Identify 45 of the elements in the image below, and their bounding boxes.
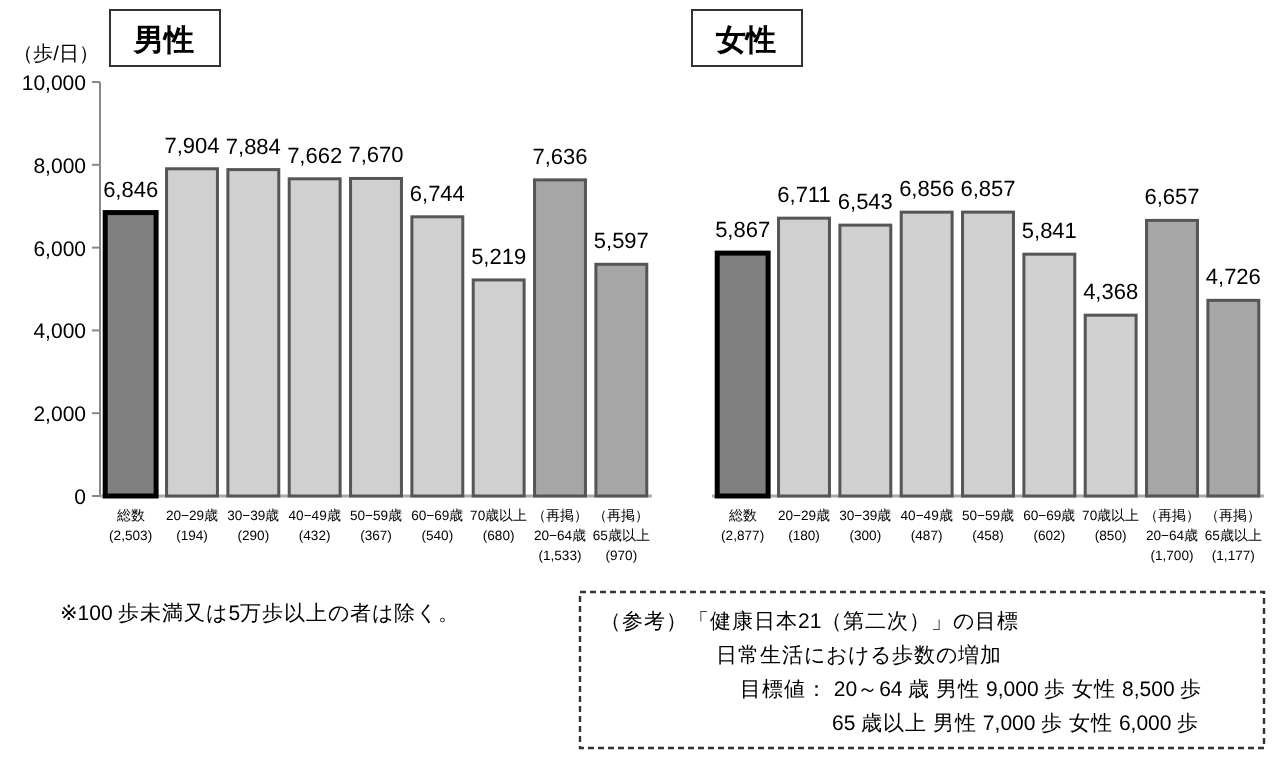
bar bbox=[349, 176, 403, 498]
data-label: 4,368 bbox=[1083, 281, 1139, 306]
text: （参考）「健康日本21（第二次）」の目標 bbox=[600, 608, 1020, 634]
data-label: 6,744 bbox=[409, 182, 465, 207]
y-tick-label: 2,000 bbox=[33, 403, 87, 428]
data-label: 7,904 bbox=[164, 134, 220, 159]
chart-title: 男性 bbox=[132, 24, 194, 58]
bar bbox=[1083, 313, 1138, 498]
bar bbox=[165, 167, 219, 498]
data-label: 6,543 bbox=[837, 191, 893, 216]
y-tick-label: 6,000 bbox=[33, 237, 87, 262]
bar bbox=[838, 223, 893, 498]
data-label: 6,846 bbox=[103, 178, 159, 203]
bar bbox=[1022, 252, 1077, 498]
data-label: 6,657 bbox=[1144, 186, 1200, 211]
bar bbox=[961, 210, 1015, 498]
data-label: 7,662 bbox=[287, 144, 343, 169]
data-label: 6,856 bbox=[899, 178, 955, 203]
data-label: 5,841 bbox=[1021, 220, 1077, 245]
text: 65 歳以上 男性 7,000 歩 女性 6,000 歩 bbox=[832, 710, 1200, 736]
bar bbox=[714, 250, 771, 499]
chart-title: 女性 bbox=[714, 24, 776, 58]
data-label: 6,857 bbox=[960, 178, 1016, 203]
bar bbox=[899, 210, 954, 498]
bar bbox=[287, 177, 342, 498]
bar bbox=[410, 215, 465, 498]
text: 目標値： 20～64 歳 男性 9,000 歩 女性 8,500 歩 bbox=[740, 676, 1203, 702]
y-axis-title: （歩/日） bbox=[13, 42, 99, 66]
data-label: 6,711 bbox=[777, 184, 831, 209]
bar bbox=[226, 168, 281, 498]
data-label: 4,726 bbox=[1205, 266, 1261, 291]
text: ※100 歩未満又は5万歩以上の者は除く。 bbox=[60, 600, 461, 626]
data-label: 7,884 bbox=[225, 135, 281, 160]
bar bbox=[777, 216, 831, 498]
data-label: 7,670 bbox=[348, 144, 404, 169]
data-label: 5,219 bbox=[471, 245, 527, 270]
data-label: 5,867 bbox=[715, 219, 771, 244]
data-label: 5,597 bbox=[593, 230, 649, 255]
y-tick-label: 10,000 bbox=[21, 72, 87, 96]
y-tick-label: 4,000 bbox=[33, 320, 87, 345]
data-label: 7,636 bbox=[532, 145, 588, 170]
y-tick-label: 0 bbox=[74, 486, 87, 510]
text: 日常生活における歩数の増加 bbox=[716, 642, 1002, 668]
bar bbox=[471, 278, 526, 498]
y-tick-label: 8,000 bbox=[33, 154, 87, 179]
